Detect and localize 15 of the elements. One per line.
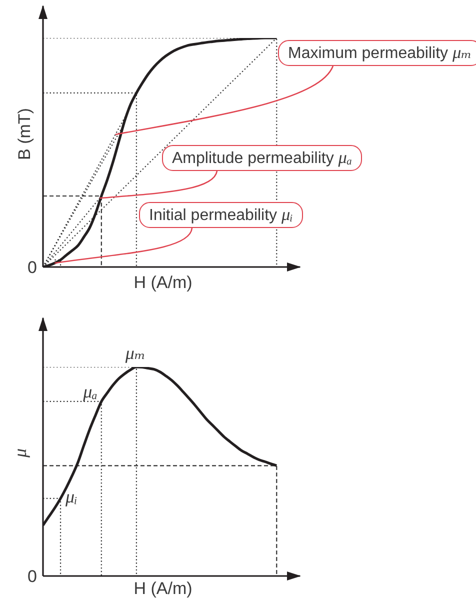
annotation: μᵢ [64,486,78,506]
text: 0 [28,258,37,277]
callout-box: Maximum permeability μₘ [278,40,476,66]
x-axis-title: H (A/m) [134,579,192,598]
text: μₘ [124,343,146,363]
y-axis-title: B (mT) [15,108,34,160]
callout-box: Amplitude permeability μₐ [162,145,362,171]
annotation: μₐ [82,381,98,402]
annotation: Maximum permeability μₘ [288,43,472,62]
x-axis-title: H (A/m) [134,273,192,292]
callout-box: Initial permeability μᵢ [139,202,303,228]
annotation: Initial permeability μᵢ [149,205,293,224]
annotation: Amplitude permeability μₐ [172,148,352,167]
text: 0 [28,567,37,586]
y-axis-title: μ [10,448,30,459]
